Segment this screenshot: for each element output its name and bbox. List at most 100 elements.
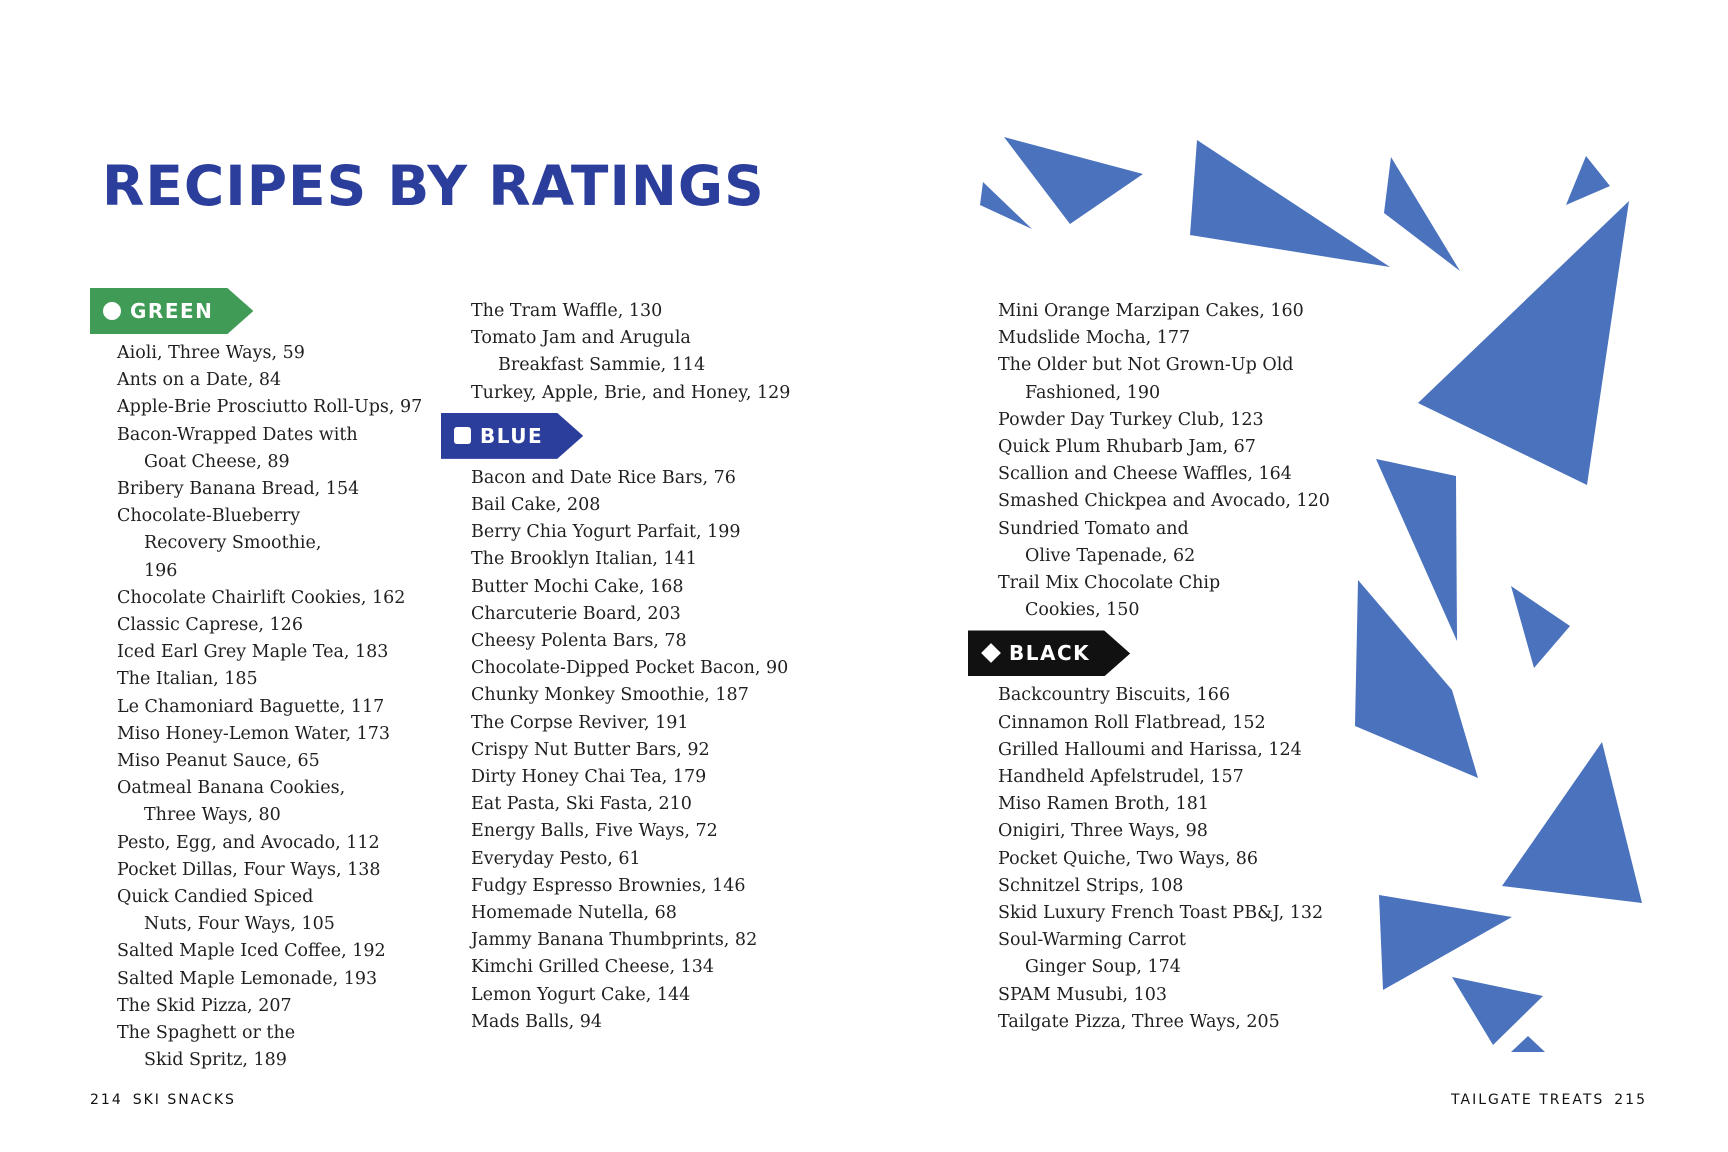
- blue-rating-badge: BLUE: [441, 413, 583, 459]
- triangle-shape: [1418, 201, 1629, 485]
- recipe-entry: Lemon Yogurt Cake, 144: [471, 984, 691, 1005]
- column-2: The Tram Waffle, 130 Tomato Jam and Arug…: [441, 298, 811, 1036]
- recipe-entry: Backcountry Biscuits, 166: [998, 685, 1231, 706]
- recipe-entry: Mini Orange Marzipan Cakes, 160: [998, 301, 1304, 321]
- recipe-entry: The Tram Waffle, 130: [471, 301, 663, 321]
- recipe-entry: Cinnamon Roll Flatbread, 152: [998, 712, 1266, 733]
- recipe-entry: Mads Balls, 94: [471, 1011, 602, 1032]
- green-recipe-list-continued: The Tram Waffle, 130 Tomato Jam and Arug…: [441, 298, 811, 407]
- recipe-entry: Sundried Tomato and Olive Tapenade, 62: [998, 518, 1196, 566]
- recipe-entry: Classic Caprese, 126: [117, 615, 303, 636]
- page-title: RECIPES BY RATINGS: [102, 154, 765, 218]
- right-page-number: 215: [1614, 1092, 1647, 1108]
- triangle-shape: [1376, 459, 1457, 641]
- blue-rating-label: BLUE: [480, 423, 544, 448]
- recipe-entry: Skid Luxury French Toast PB&J, 132: [998, 903, 1324, 924]
- triangle-shape: [1190, 140, 1390, 267]
- black-rating-label: BLACK: [1009, 641, 1091, 666]
- recipe-entry: Salted Maple Iced Coffee, 192: [117, 941, 386, 962]
- recipe-entry: The Spaghett or the Skid Spritz, 189: [117, 1023, 296, 1071]
- recipe-entry: Bacon and Date Rice Bars, 76: [471, 467, 736, 488]
- recipe-entry: The Italian, 185: [117, 669, 258, 690]
- recipe-entry: Handheld Apfelstrudel, 157: [998, 767, 1244, 788]
- recipe-entry: Powder Day Turkey Club, 123: [998, 409, 1264, 430]
- column-1: GREEN Aioli, Three Ways, 59 Ants on a Da…: [90, 288, 450, 1074]
- recipe-entry: Cheesy Polenta Bars, 78: [471, 631, 687, 652]
- blue-recipe-list-continued: Mini Orange Marzipan Cakes, 160 Mudslide…: [968, 298, 1338, 624]
- recipe-entry: Homemade Nutella, 68: [471, 903, 677, 924]
- recipe-entry: The Brooklyn Italian, 141: [471, 549, 697, 570]
- recipe-entry: Iced Earl Grey Maple Tea, 183: [117, 642, 389, 663]
- recipe-entry: Kimchi Grilled Cheese, 134: [471, 957, 714, 978]
- recipe-entry: Butter Mochi Cake, 168: [471, 576, 684, 597]
- recipe-entry: Ants on a Date, 84: [117, 370, 282, 391]
- recipe-entry: Miso Honey-Lemon Water, 173: [117, 723, 391, 744]
- recipe-entry: Turkey, Apple, Brie, and Honey, 129: [471, 382, 791, 403]
- recipe-entry: Berry Chia Yogurt Parfait, 199: [471, 522, 741, 543]
- recipe-entry: Everyday Pesto, 61: [471, 848, 641, 869]
- column-3: Mini Orange Marzipan Cakes, 160 Mudslide…: [968, 298, 1338, 1036]
- green-recipe-list: Aioli, Three Ways, 59 Ants on a Date, 84…: [90, 340, 450, 1074]
- recipe-entry: Chunky Monkey Smoothie, 187: [471, 685, 749, 706]
- black-recipe-list: Backcountry Biscuits, 166 Cinnamon Roll …: [968, 682, 1338, 1036]
- recipe-entry: Bacon-Wrapped Dates with Goat Cheese, 89: [117, 424, 358, 472]
- triangle-shape: [1004, 137, 1143, 224]
- recipe-entry: Grilled Halloumi and Harissa, 124: [998, 739, 1302, 760]
- recipe-entry: Miso Peanut Sauce, 65: [117, 751, 320, 772]
- recipe-entry: SPAM Musubi, 103: [998, 984, 1168, 1005]
- left-page-footer: 214 SKI SNACKS: [90, 1092, 236, 1108]
- triangle-shape: [1379, 895, 1512, 990]
- recipe-entry: Oatmeal Banana Cookies, Three Ways, 80: [117, 778, 346, 826]
- recipe-entry: Miso Ramen Broth, 181: [998, 794, 1209, 815]
- recipe-entry: Schnitzel Strips, 108: [998, 875, 1184, 896]
- right-page-footer: TAILGATE TREATS 215: [1451, 1092, 1647, 1108]
- triangle-shape: [1511, 586, 1570, 668]
- recipe-entry: Soul-Warming Carrot Ginger Soup, 174: [998, 930, 1186, 978]
- green-rating-label: GREEN: [130, 299, 214, 323]
- recipe-entry: Mudslide Mocha, 177: [998, 328, 1191, 349]
- recipe-entry: The Corpse Reviver, 191: [471, 712, 689, 733]
- recipe-entry: Onigiri, Three Ways, 98: [998, 821, 1208, 842]
- triangle-shape: [1502, 742, 1642, 903]
- triangle-shape: [1566, 156, 1610, 205]
- left-page-number: 214: [90, 1092, 123, 1108]
- triangle-shape: [1511, 1036, 1545, 1052]
- recipe-entry: The Skid Pizza, 207: [117, 995, 292, 1016]
- triangle-shape: [980, 182, 1032, 229]
- circle-icon: [103, 302, 121, 320]
- recipe-entry: Energy Balls, Five Ways, 72: [471, 821, 718, 842]
- recipe-entry: Jammy Banana Thumbprints, 82: [471, 930, 758, 951]
- recipe-entry: Charcuterie Board, 203: [471, 603, 681, 624]
- recipe-entry: Bail Cake, 208: [471, 495, 601, 516]
- recipe-entry: Dirty Honey Chai Tea, 179: [471, 767, 707, 788]
- recipe-entry: Quick Candied Spiced Nuts, Four Ways, 10…: [117, 887, 335, 935]
- blue-recipe-list: Bacon and Date Rice Bars, 76 Bail Cake, …: [441, 465, 811, 1036]
- decorative-triangles: [980, 137, 1642, 1052]
- triangle-shape: [1452, 977, 1543, 1045]
- recipe-entry: Pesto, Egg, and Avocado, 112: [117, 832, 380, 853]
- recipe-entry: Quick Plum Rhubarb Jam, 67: [998, 437, 1256, 458]
- recipe-entry: Fudgy Espresso Brownies, 146: [471, 875, 746, 896]
- right-section-title: TAILGATE TREATS: [1451, 1092, 1605, 1108]
- recipe-entry: Eat Pasta, Ski Fasta, 210: [471, 794, 692, 815]
- green-rating-badge: GREEN: [90, 288, 253, 334]
- recipe-entry: The Older but Not Grown-Up Old Fashioned…: [998, 355, 1294, 403]
- recipe-entry: Le Chamoniard Baguette, 117: [117, 696, 385, 717]
- recipe-entry: Trail Mix Chocolate Chip Cookies, 150: [998, 573, 1221, 621]
- recipe-entry: Tomato Jam and Arugula Breakfast Sammie,…: [471, 328, 706, 376]
- recipe-entry: Chocolate Chairlift Cookies, 162: [117, 587, 406, 608]
- recipe-entry: Chocolate-Blueberry Recovery Smoothie, 1…: [117, 506, 322, 581]
- recipe-entry: Crispy Nut Butter Bars, 92: [471, 739, 710, 760]
- recipe-entry: Pocket Dillas, Four Ways, 138: [117, 859, 381, 880]
- square-icon: [454, 427, 471, 444]
- triangle-shape: [1384, 157, 1460, 271]
- recipe-entry: Pocket Quiche, Two Ways, 86: [998, 848, 1259, 869]
- recipe-entry: Scallion and Cheese Waffles, 164: [998, 464, 1292, 485]
- recipe-entry: Salted Maple Lemonade, 193: [117, 968, 378, 989]
- triangle-shape: [1355, 580, 1478, 778]
- recipe-entry: Aioli, Three Ways, 59: [117, 343, 305, 363]
- recipe-entry: Smashed Chickpea and Avocado, 120: [998, 491, 1330, 512]
- black-rating-badge: BLACK: [968, 630, 1130, 676]
- recipe-entry: Bribery Banana Bread, 154: [117, 479, 360, 500]
- recipe-entry: Apple-Brie Prosciutto Roll-Ups, 97: [117, 397, 423, 418]
